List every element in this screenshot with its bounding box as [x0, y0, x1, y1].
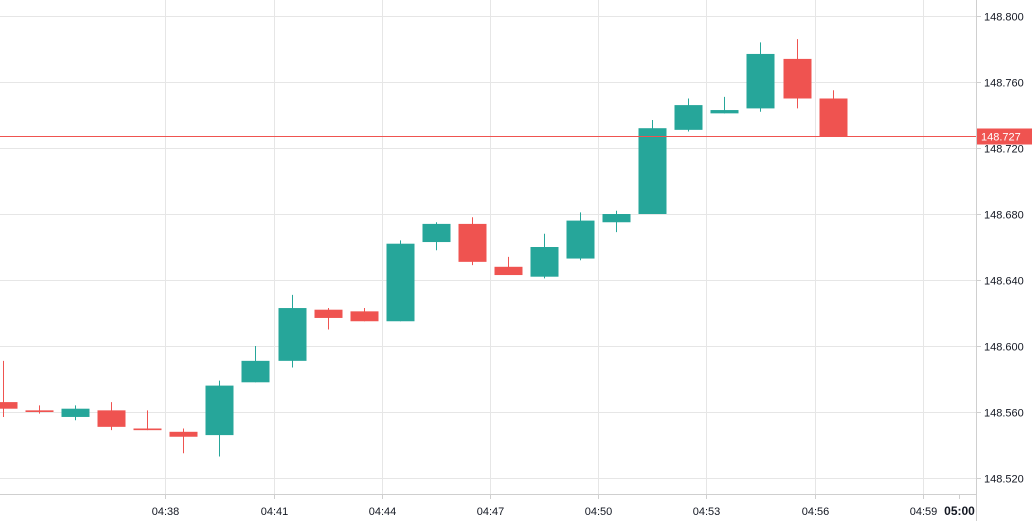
candle-04:56 [783, 39, 812, 109]
candle-04:41 [241, 346, 270, 383]
y-tick-label: 148.680 [984, 210, 1024, 222]
candle-body [422, 223, 451, 243]
candle-body [494, 266, 523, 276]
candle-04:42 [278, 294, 307, 368]
y-tick-label: 148.640 [984, 276, 1024, 288]
candle-04:43 [314, 308, 343, 330]
last-price-line-group: 148.727 [0, 128, 1032, 145]
x-tick-label: 04:47 [477, 506, 505, 518]
candle-body [746, 53, 775, 109]
candle-body [314, 309, 343, 318]
candle-body [169, 431, 198, 437]
x-tick-label: 05:00 [944, 504, 975, 518]
candle-body [61, 408, 90, 417]
candle-04:57 [819, 90, 848, 137]
x-axis[interactable]: 04:38 04:41 04:44 04:47 04:50 04:53 04:56 04:59… [0, 494, 1032, 518]
y-tick-label: 148.600 [984, 342, 1024, 354]
grid [0, 0, 976, 494]
candle-04:45 [386, 240, 415, 322]
candle-body [638, 128, 667, 214]
x-tick-label: 04:41 [261, 506, 289, 518]
candle-body [602, 214, 631, 223]
candle-04:47 [458, 217, 487, 266]
candle-04:55 [746, 42, 775, 112]
candle-body [350, 311, 379, 322]
y-axis[interactable]: 148.520 148.560 148.600 148.640 148.680 148.7… [976, 0, 1024, 521]
candle-body [710, 110, 739, 114]
candle-04:46 [422, 222, 451, 251]
candle-body [0, 402, 18, 409]
y-tick-label: 148.760 [984, 78, 1024, 90]
y-tick-label: 148.520 [984, 474, 1024, 486]
candle-04:53 [674, 98, 703, 132]
candle-04:44 [350, 308, 379, 322]
candle-04:40 [205, 380, 234, 457]
candle-body [386, 243, 415, 322]
candle-body [25, 410, 54, 412]
candle-04:50 [566, 212, 595, 261]
last-price-label: 148.727 [981, 132, 1021, 144]
candle-body [458, 223, 487, 262]
last-price-badge [977, 128, 1032, 145]
candle-body [819, 98, 848, 137]
candle-body [783, 58, 812, 99]
candle-body [97, 410, 126, 427]
y-tick-label: 148.560 [984, 408, 1024, 420]
candle-04:49 [530, 233, 559, 279]
candle-body [278, 308, 307, 361]
candle-04:48 [494, 256, 523, 276]
candle-body [530, 247, 559, 277]
candle-body [205, 385, 234, 436]
candle-04:34 [0, 360, 18, 417]
x-tick-label: 04:38 [152, 506, 180, 518]
candle-04:37 [97, 402, 126, 431]
candle-04:52 [638, 119, 667, 214]
candle-body [133, 428, 162, 431]
y-tick-label: 148.720 [984, 144, 1024, 156]
x-tick-label: 04:44 [369, 506, 397, 518]
candle-04:51 [602, 210, 631, 233]
x-tick-label: 04:56 [802, 506, 830, 518]
candle-body [241, 360, 270, 383]
candle-04:36 [61, 405, 90, 421]
x-tick-label: 04:50 [585, 506, 613, 518]
candle-04:54 [710, 96, 739, 114]
candle-body [566, 220, 595, 259]
candles [0, 39, 848, 457]
x-tick-label: 04:53 [693, 506, 721, 518]
candle-04:38 [133, 410, 162, 431]
y-tick-label: 148.800 [984, 12, 1024, 24]
candle-04:35 [25, 405, 54, 414]
candle-04:39 [169, 428, 198, 454]
candle-body [674, 105, 703, 130]
x-tick-label: 04:59 [910, 506, 938, 518]
